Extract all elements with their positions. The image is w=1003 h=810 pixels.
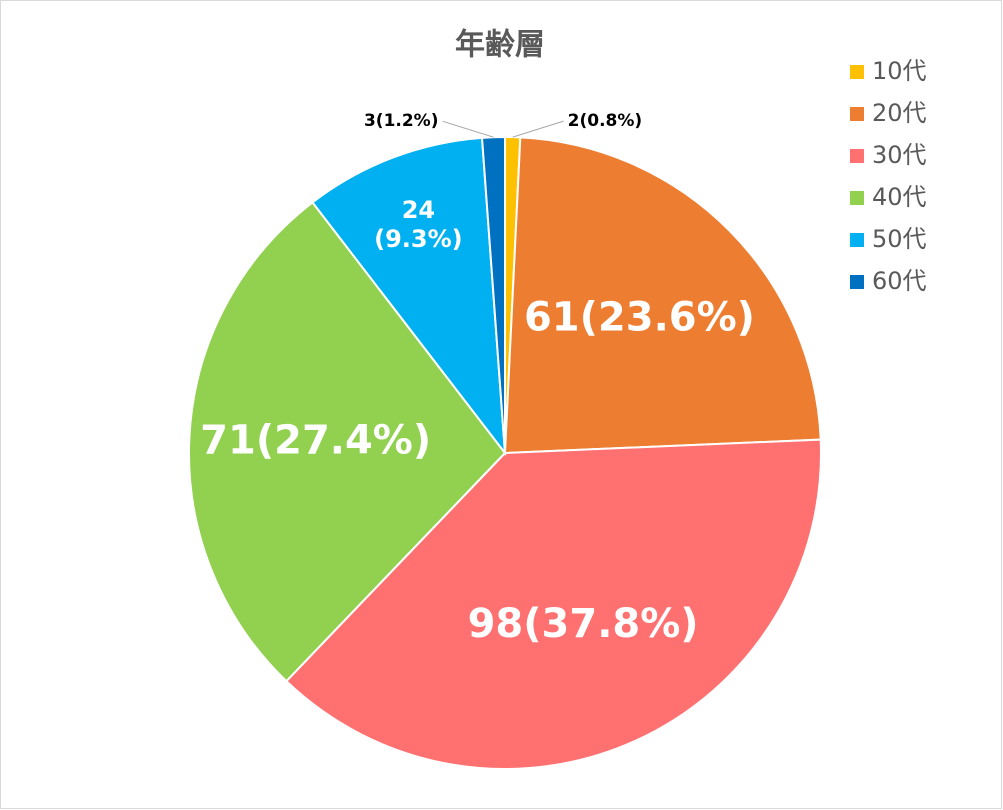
legend-swatch	[850, 275, 864, 289]
legend-swatch	[850, 65, 864, 79]
pie-slice	[311, 136, 507, 457]
legend-label: 60代	[872, 267, 927, 295]
leader-line	[512, 120, 564, 138]
legend-label: 30代	[872, 141, 927, 169]
data-label: 2(0.8%)	[568, 111, 643, 131]
legend-label: 20代	[872, 99, 927, 127]
legend-swatch	[850, 149, 864, 163]
data-label: 24 (9.3%)	[374, 196, 463, 253]
data-label: 98(37.8%)	[468, 601, 699, 647]
pie-slice	[284, 438, 822, 770]
legend-label: 40代	[872, 183, 927, 211]
pie-slice	[188, 200, 507, 683]
data-label: 61(23.6%)	[524, 294, 755, 340]
pie-slice	[503, 136, 822, 455]
legend-swatch	[850, 107, 864, 121]
legend-label: 50代	[872, 225, 927, 253]
legend-label: 10代	[872, 57, 927, 85]
legend-swatch	[850, 191, 864, 205]
legend-swatch	[850, 233, 864, 247]
leader-line	[442, 120, 494, 138]
data-label: 71(27.4%)	[200, 418, 431, 464]
chart-title: 年齢層	[455, 28, 545, 63]
data-label: 3(1.2%)	[364, 111, 439, 131]
